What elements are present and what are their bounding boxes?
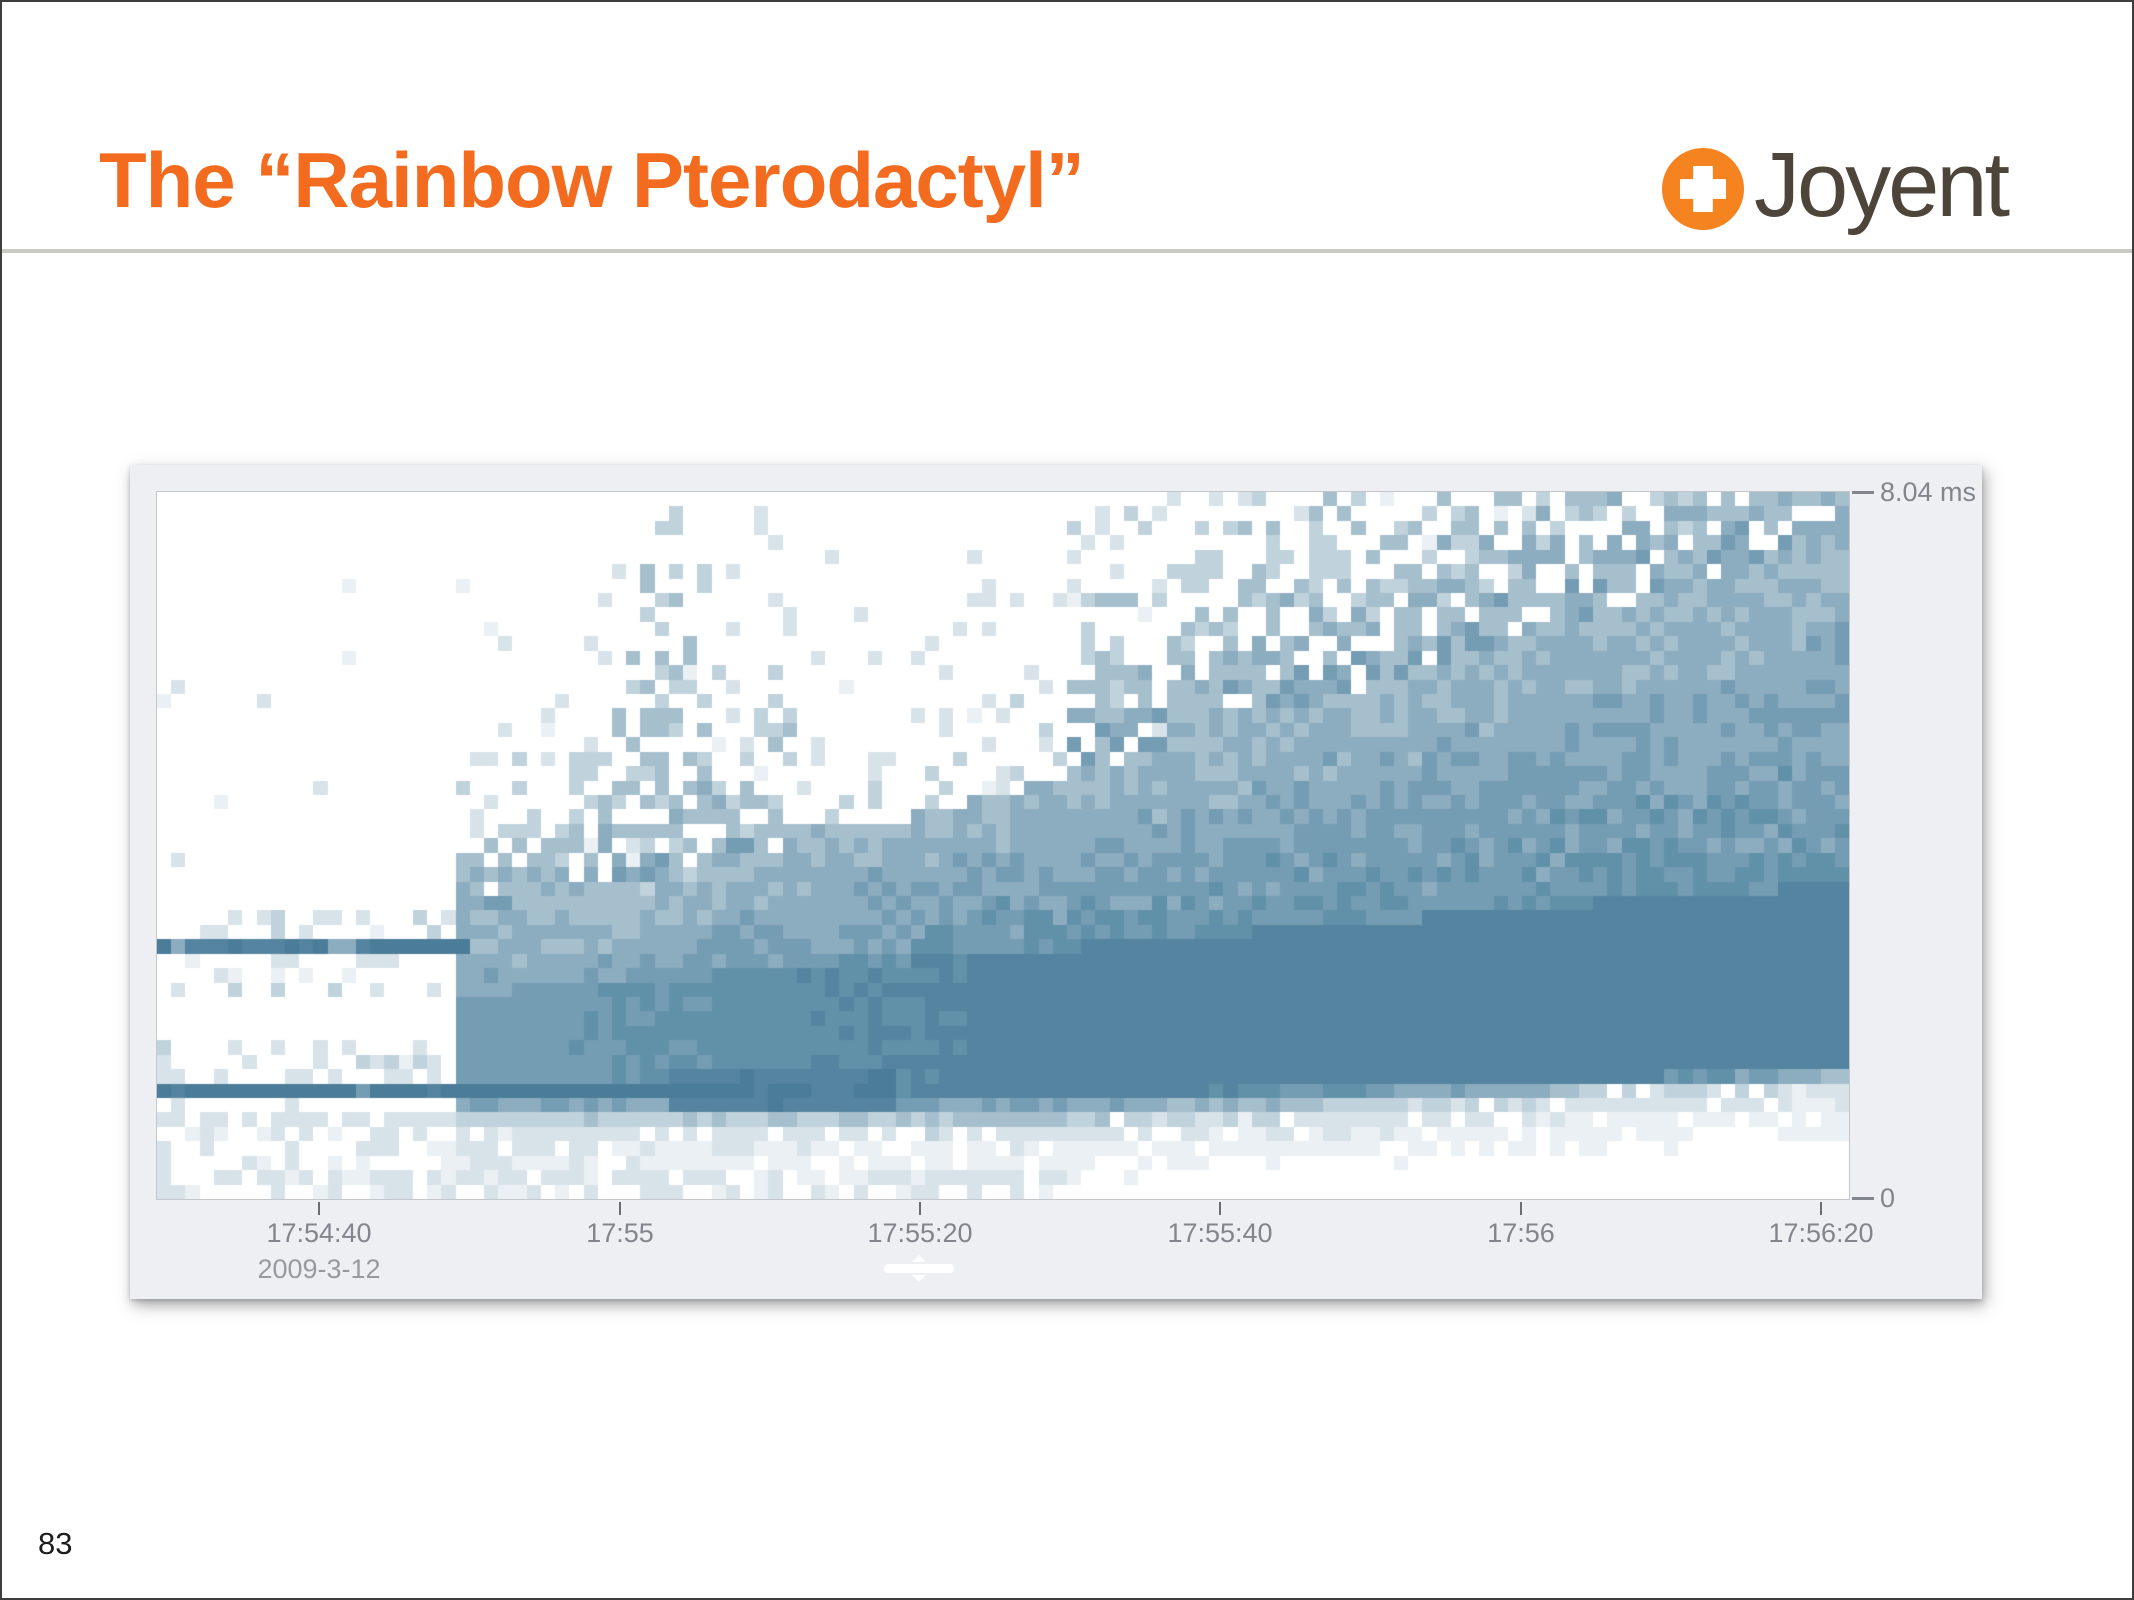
x-tick-mark (1219, 1202, 1221, 1215)
latency-heatmap-canvas (157, 492, 1849, 1199)
page-number: 83 (38, 1526, 73, 1561)
x-tick-label: 17:54:40 (266, 1218, 372, 1248)
joyent-logo: Joyent (1662, 130, 2010, 240)
x-tick-mark (1520, 1202, 1522, 1215)
page-title: The “Rainbow Pterodactyl” (99, 136, 1085, 224)
x-tick-label: 17:55:20 (867, 1218, 973, 1248)
x-tick-mark (1820, 1202, 1822, 1215)
latency-heatmap-panel: 8.04 ms 0 17:54:40 2009-3-12 17:55 17:55:20… (130, 465, 1982, 1299)
y-axis-min-label: 0 (1852, 1183, 1895, 1214)
x-tick-label: 17:56:20 (1768, 1218, 1874, 1248)
x-tick-label: 17:55 (586, 1218, 654, 1248)
x-tick-mark (619, 1202, 621, 1215)
x-tick-mark (919, 1202, 921, 1215)
x-tick-label: 17:56 (1487, 1218, 1555, 1248)
x-tick-mark (318, 1202, 320, 1215)
joyent-wordmark: Joyent (1754, 134, 2010, 236)
slider-up-arrow-icon (912, 1255, 926, 1262)
joyent-plus-icon (1662, 148, 1744, 230)
date-label: 2009-3-12 (257, 1254, 381, 1284)
header-divider (2, 249, 2132, 253)
y-axis-top-tick (1852, 491, 1874, 494)
slider-down-arrow-icon (912, 1275, 926, 1282)
heatmap-plot-area (156, 491, 1850, 1200)
y-axis-max-label: 8.04 ms (1852, 477, 1976, 508)
y-axis-bottom-tick (1852, 1197, 1874, 1200)
time-slider-handle (884, 1255, 954, 1282)
x-tick-label: 17:55:40 (1167, 1218, 1273, 1248)
